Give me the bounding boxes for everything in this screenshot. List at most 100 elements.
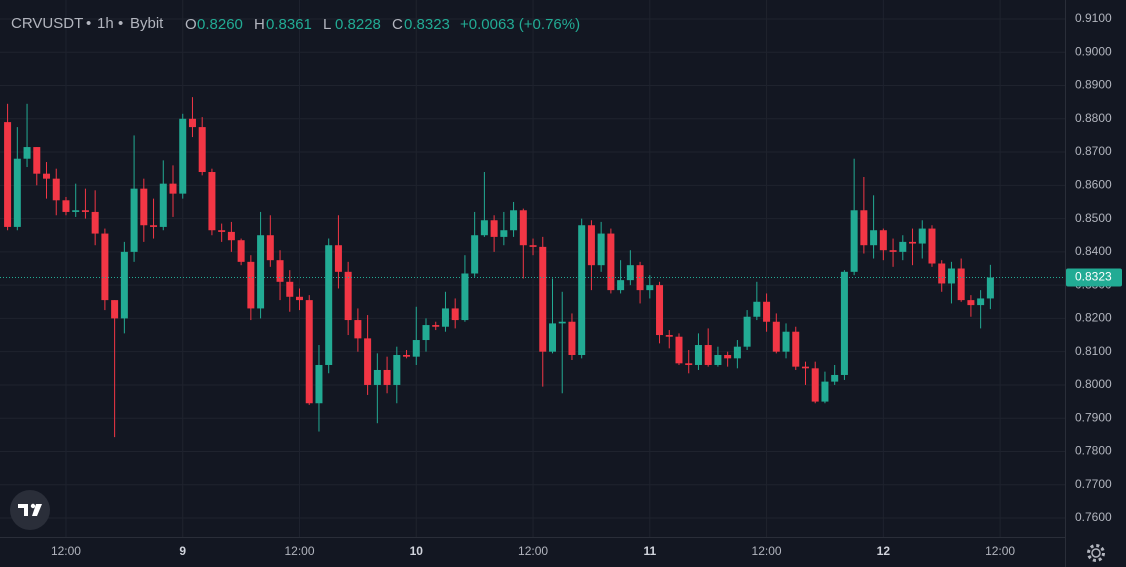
candle-body bbox=[296, 296, 304, 301]
candle-body bbox=[432, 325, 440, 327]
candle-body bbox=[383, 369, 391, 385]
candle-body bbox=[500, 230, 508, 237]
candle-body bbox=[909, 241, 917, 244]
settings-button[interactable] bbox=[1087, 544, 1105, 562]
last-price-label: 0.8323 bbox=[1075, 270, 1112, 284]
candle-body bbox=[850, 210, 858, 272]
candle-body bbox=[967, 300, 975, 306]
ohlc-key: H bbox=[254, 16, 265, 33]
candle-body bbox=[772, 321, 780, 352]
y-tick-label: 0.7900 bbox=[1075, 410, 1112, 424]
y-tick-label: 0.8100 bbox=[1075, 344, 1112, 358]
grid bbox=[0, 0, 1065, 537]
candle-body bbox=[831, 374, 839, 382]
y-tick-label: 0.8600 bbox=[1075, 177, 1112, 191]
candle-body bbox=[724, 355, 732, 359]
separator: • bbox=[86, 15, 91, 32]
y-tick-label: 0.7700 bbox=[1075, 477, 1112, 491]
candle-body bbox=[4, 122, 12, 227]
candle-body bbox=[247, 261, 255, 309]
y-tick-label: 0.7600 bbox=[1075, 510, 1112, 524]
candle-body bbox=[947, 268, 955, 284]
candle-body bbox=[451, 308, 459, 321]
candle-body bbox=[403, 355, 411, 357]
candle-body bbox=[626, 265, 634, 281]
candle-body bbox=[325, 245, 333, 365]
tradingview-logo[interactable] bbox=[10, 490, 50, 530]
candle-body bbox=[840, 271, 848, 375]
logo-dot bbox=[30, 503, 36, 509]
ohlc-value: 0.8260 bbox=[197, 16, 243, 33]
candle-body bbox=[344, 271, 352, 321]
candle-body bbox=[733, 346, 741, 359]
candle-body bbox=[656, 285, 664, 336]
candle-body bbox=[665, 335, 673, 337]
candle-body bbox=[597, 233, 605, 266]
candle-body bbox=[364, 338, 372, 385]
candle-body bbox=[422, 325, 430, 341]
x-tick-label: 12:00 bbox=[51, 544, 81, 558]
candle-body bbox=[188, 118, 196, 128]
candle-body bbox=[792, 331, 800, 367]
candle-body bbox=[43, 173, 51, 179]
candle-body bbox=[821, 381, 829, 402]
exchange: Bybit bbox=[130, 15, 164, 32]
candle-body bbox=[617, 280, 625, 291]
candle-body bbox=[286, 281, 294, 297]
x-tick-label: 11 bbox=[643, 544, 656, 558]
candle-body bbox=[159, 183, 167, 227]
candle-body bbox=[101, 233, 109, 301]
candle-body bbox=[607, 233, 615, 291]
logo-mark bbox=[18, 504, 34, 516]
x-tick-label: 12:00 bbox=[518, 544, 548, 558]
candle-body bbox=[471, 235, 479, 274]
candle-body bbox=[685, 363, 693, 365]
candle-body bbox=[763, 301, 771, 322]
y-tick-label: 0.8000 bbox=[1075, 377, 1112, 391]
candle-body bbox=[373, 369, 381, 385]
candle-body bbox=[558, 321, 566, 324]
ohlc-key: O bbox=[185, 16, 197, 33]
y-tick-label: 0.9100 bbox=[1075, 11, 1112, 25]
candle-body bbox=[704, 345, 712, 365]
symbol: CRVUSDT bbox=[11, 15, 83, 32]
candle-body bbox=[218, 230, 226, 232]
candle-body bbox=[257, 235, 265, 309]
x-tick-label: 12:00 bbox=[752, 544, 782, 558]
candle-body bbox=[227, 231, 235, 241]
candle-body bbox=[305, 300, 313, 404]
last-price-badge bbox=[1066, 268, 1122, 287]
candle-body bbox=[480, 220, 488, 236]
candle-body bbox=[860, 210, 868, 246]
y-tick-label: 0.8500 bbox=[1075, 211, 1112, 225]
x-tick-label: 12:00 bbox=[284, 544, 314, 558]
candle-body bbox=[957, 268, 965, 301]
logo-mark bbox=[32, 504, 42, 516]
candle-body bbox=[568, 321, 576, 356]
candle-body bbox=[441, 308, 449, 327]
candle-body bbox=[120, 251, 128, 319]
candle-body bbox=[72, 210, 80, 212]
y-tick-label: 0.8900 bbox=[1075, 78, 1112, 92]
candle-body bbox=[315, 364, 323, 404]
x-tick-label: 10 bbox=[410, 544, 424, 558]
candle-body bbox=[801, 366, 809, 369]
candle-body bbox=[198, 127, 206, 173]
candle-body bbox=[899, 241, 907, 252]
candle-body bbox=[753, 301, 761, 317]
candle-body bbox=[208, 172, 216, 231]
y-tick-label: 0.8200 bbox=[1075, 311, 1112, 325]
candle-body bbox=[578, 225, 586, 356]
candle-body bbox=[13, 158, 21, 227]
candle-body bbox=[714, 355, 722, 365]
logo-circle[interactable] bbox=[10, 490, 50, 530]
ohlc-key: L bbox=[323, 16, 331, 33]
candle-body bbox=[811, 368, 819, 402]
candle-body bbox=[539, 246, 547, 352]
candle-body bbox=[938, 263, 946, 284]
candle-body bbox=[743, 316, 751, 347]
candle-body bbox=[111, 300, 119, 319]
candle-body bbox=[276, 260, 284, 282]
candle-body bbox=[519, 210, 527, 246]
